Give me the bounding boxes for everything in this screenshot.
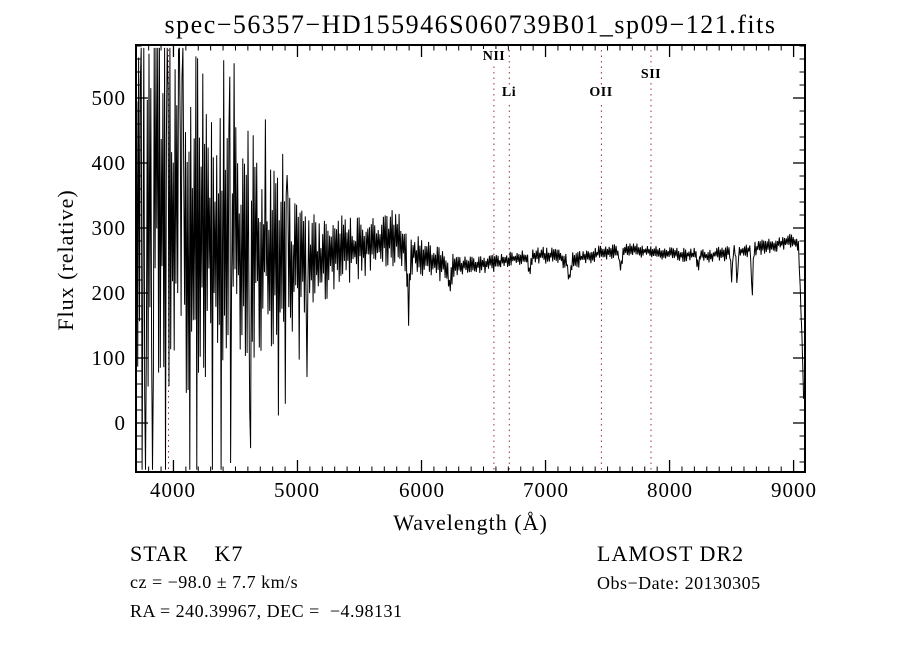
y-tick-label: 0 bbox=[114, 411, 126, 435]
spectral-line-label: NII bbox=[480, 49, 508, 65]
plot-title: spec−56357−HD155946S060739B01_sp09−121.f… bbox=[164, 10, 777, 39]
x-tick-label: 5000 bbox=[274, 478, 320, 502]
y-tick-label: 500 bbox=[91, 86, 126, 110]
x-tick-label: 8000 bbox=[647, 478, 693, 502]
survey-release-text: LAMOST DR2 bbox=[597, 541, 745, 566]
y-axis-label: Flux (relative) bbox=[53, 189, 78, 331]
spectral-line-label: Li bbox=[499, 85, 519, 101]
x-tick-label: 6000 bbox=[399, 478, 445, 502]
y-tick-label: 100 bbox=[91, 346, 126, 370]
obs-date-text: Obs−Date: 20130305 bbox=[597, 573, 761, 593]
spectrum-trace bbox=[135, 47, 805, 470]
ra-dec-text: RA = 240.39967, DEC = −4.98131 bbox=[130, 601, 403, 621]
x-axis-label: Wavelength (Å) bbox=[393, 510, 548, 535]
y-tick-label: 400 bbox=[91, 151, 126, 175]
object-class-text: STAR K7 bbox=[130, 541, 244, 566]
spectrum-svg bbox=[135, 44, 806, 473]
x-tick-label: 9000 bbox=[771, 478, 817, 502]
y-tick-label: 300 bbox=[91, 216, 126, 240]
spectral-line-label: OII bbox=[587, 85, 615, 101]
plot-area: NII Li OII SII bbox=[135, 44, 806, 473]
spectral-line-label: SII bbox=[638, 67, 664, 83]
x-tick-label: 7000 bbox=[523, 478, 569, 502]
x-tick-label: 4000 bbox=[150, 478, 196, 502]
y-tick-label: 200 bbox=[91, 281, 126, 305]
cz-velocity-text: cz = −98.0 ± 7.7 km/s bbox=[130, 572, 299, 592]
